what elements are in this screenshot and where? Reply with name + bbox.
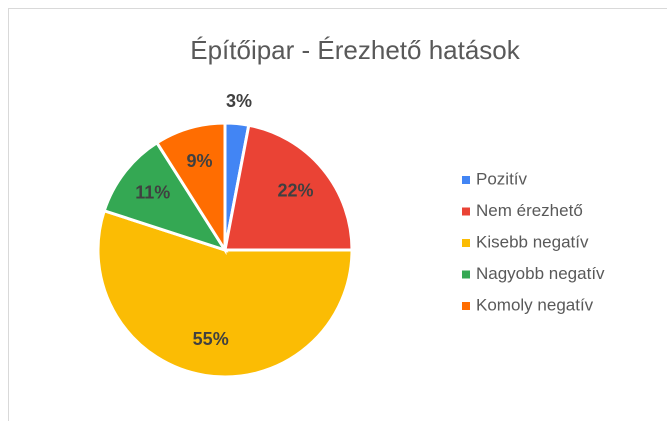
pie-slice [223, 123, 354, 252]
legend-swatch [462, 270, 470, 279]
legend-swatch [462, 176, 470, 184]
data-label: 3% [226, 91, 252, 111]
data-label: 11% [135, 183, 170, 203]
legend-label: Komoly negatív [476, 295, 594, 314]
legend-label: Kisebb negatív [476, 232, 589, 251]
legend-swatch [462, 239, 470, 247]
data-label: 9% [186, 151, 212, 171]
data-label: 22% [277, 180, 313, 200]
legend-label: Pozitív [476, 169, 528, 188]
pie-slice [102, 140, 229, 253]
legend-swatch [462, 207, 470, 216]
legend-label: Nagyobb negatív [476, 264, 605, 283]
pie-slice [96, 208, 354, 379]
legend-label: Nem érezhető [476, 201, 583, 220]
chart-title: Építőipar - Érezhető hatások [190, 35, 521, 65]
pie-slice [154, 121, 227, 256]
legend-swatch [462, 302, 470, 310]
data-label: 55% [193, 329, 229, 349]
